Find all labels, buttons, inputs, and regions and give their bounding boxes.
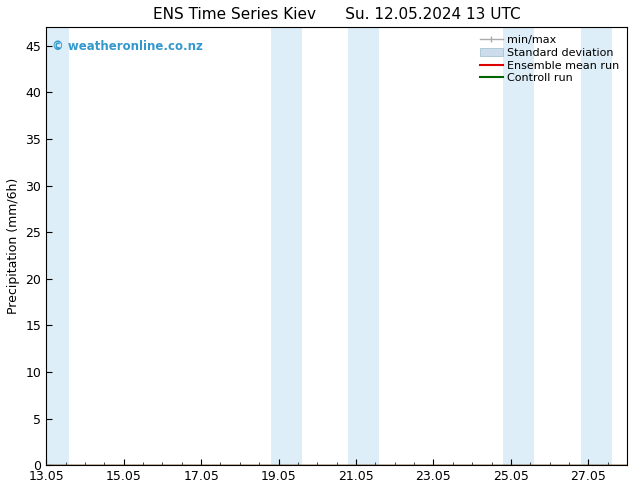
Title: ENS Time Series Kiev      Su. 12.05.2024 13 UTC: ENS Time Series Kiev Su. 12.05.2024 13 U… <box>153 7 521 22</box>
Bar <box>503 27 534 465</box>
Bar <box>46 27 70 465</box>
Bar <box>348 27 379 465</box>
Text: © weatheronline.co.nz: © weatheronline.co.nz <box>52 40 203 53</box>
Bar <box>581 27 612 465</box>
Bar <box>271 27 302 465</box>
Legend: min/max, Standard deviation, Ensemble mean run, Controll run: min/max, Standard deviation, Ensemble me… <box>478 33 621 86</box>
Y-axis label: Precipitation (mm/6h): Precipitation (mm/6h) <box>7 178 20 315</box>
